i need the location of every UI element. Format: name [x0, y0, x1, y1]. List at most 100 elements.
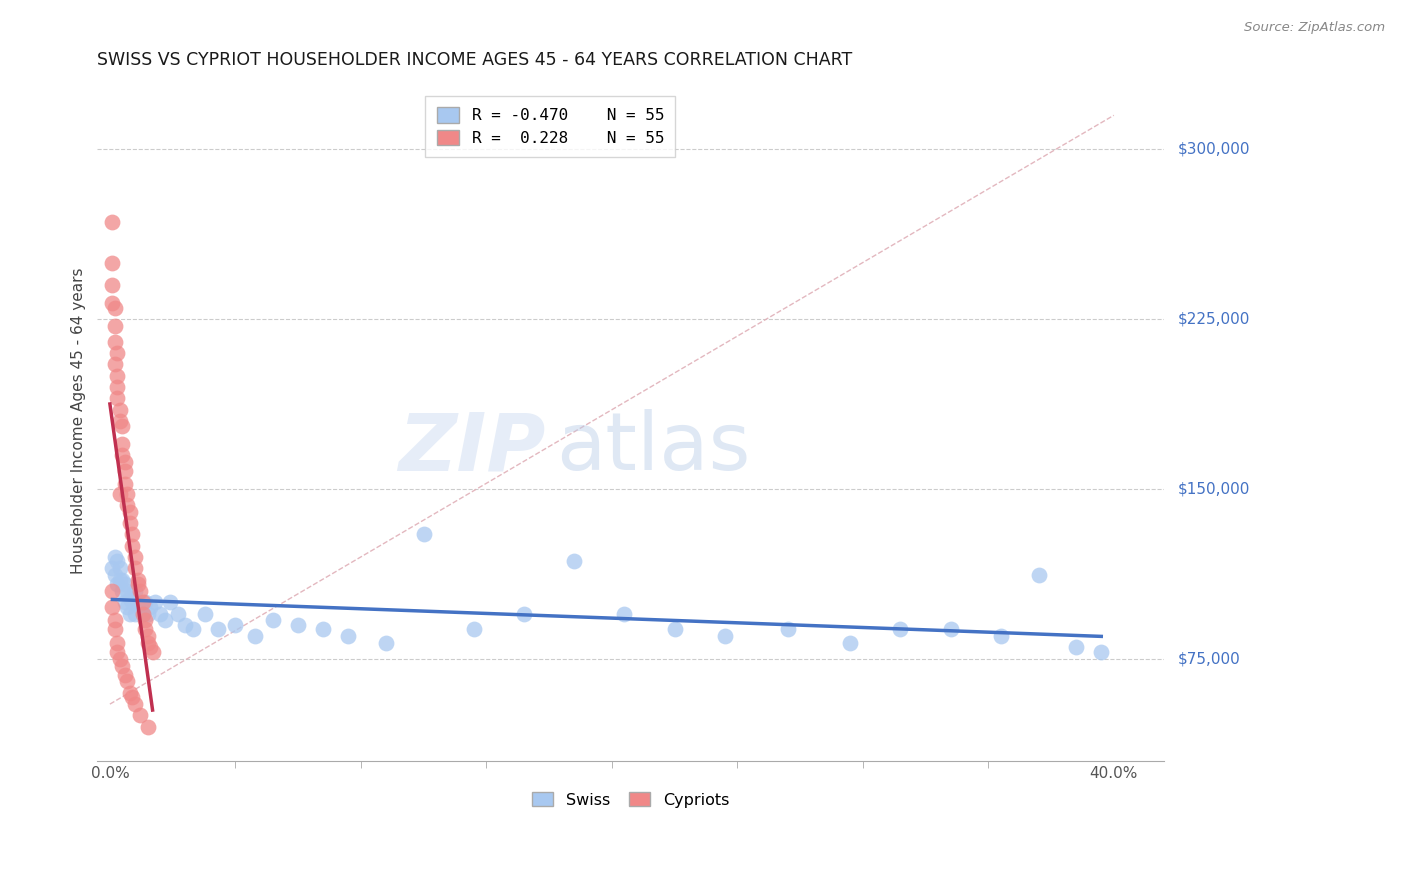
Point — [562, 554, 585, 568]
Point — [513, 607, 536, 621]
Text: $225,000: $225,000 — [1178, 311, 1250, 326]
Point — [114, 595, 136, 609]
Point — [1090, 645, 1112, 659]
Point — [107, 368, 129, 383]
Point — [114, 577, 136, 591]
Point — [107, 636, 129, 650]
Point — [1028, 568, 1050, 582]
Point — [117, 498, 139, 512]
Point — [131, 607, 153, 621]
Point — [412, 527, 434, 541]
Point — [107, 380, 129, 394]
Point — [101, 561, 124, 575]
Point — [101, 255, 124, 269]
Point — [101, 599, 124, 614]
Point — [117, 599, 139, 614]
Text: SWISS VS CYPRIOT HOUSEHOLDER INCOME AGES 45 - 64 YEARS CORRELATION CHART: SWISS VS CYPRIOT HOUSEHOLDER INCOME AGES… — [97, 51, 852, 69]
Point — [889, 623, 911, 637]
Point — [129, 708, 152, 723]
Point — [134, 595, 156, 609]
Point — [129, 583, 152, 598]
Point — [129, 599, 152, 614]
Point — [111, 448, 134, 462]
Point — [990, 629, 1012, 643]
Point — [117, 674, 139, 689]
Point — [121, 595, 143, 609]
Point — [131, 595, 153, 609]
Point — [714, 629, 737, 643]
Point — [124, 549, 146, 564]
Point — [136, 720, 159, 734]
Point — [131, 607, 153, 621]
Text: $300,000: $300,000 — [1178, 142, 1250, 157]
Point — [118, 516, 141, 530]
Point — [127, 573, 149, 587]
Point — [107, 577, 129, 591]
Point — [134, 623, 156, 637]
Point — [139, 640, 162, 655]
Point — [143, 595, 166, 609]
Point — [104, 318, 127, 333]
Text: Source: ZipAtlas.com: Source: ZipAtlas.com — [1244, 21, 1385, 34]
Point — [139, 599, 162, 614]
Point — [124, 607, 146, 621]
Point — [613, 607, 636, 621]
Point — [174, 618, 197, 632]
Point — [159, 595, 181, 609]
Point — [124, 697, 146, 711]
Text: atlas: atlas — [555, 409, 751, 487]
Point — [114, 455, 136, 469]
Point — [108, 402, 131, 417]
Text: ZIP: ZIP — [398, 409, 546, 487]
Point — [194, 607, 217, 621]
Point — [149, 607, 172, 621]
Point — [114, 464, 136, 478]
Point — [121, 690, 143, 705]
Point — [245, 629, 267, 643]
Point — [142, 645, 165, 659]
Point — [136, 629, 159, 643]
Point — [207, 623, 229, 637]
Point — [114, 477, 136, 491]
Point — [108, 561, 131, 575]
Point — [134, 613, 156, 627]
Point — [108, 486, 131, 500]
Point — [111, 418, 134, 433]
Point — [117, 486, 139, 500]
Point — [118, 607, 141, 621]
Point — [664, 623, 686, 637]
Point — [337, 629, 360, 643]
Point — [153, 613, 176, 627]
Point — [1064, 640, 1087, 655]
Point — [262, 613, 284, 627]
Point — [118, 505, 141, 519]
Point — [127, 595, 149, 609]
Point — [101, 278, 124, 293]
Point — [107, 392, 129, 406]
Point — [107, 554, 129, 568]
Point — [375, 636, 398, 650]
Point — [463, 623, 485, 637]
Point — [111, 573, 134, 587]
Point — [124, 583, 146, 598]
Point — [104, 549, 127, 564]
Point — [121, 527, 143, 541]
Point — [111, 583, 134, 598]
Point — [287, 618, 309, 632]
Point — [107, 346, 129, 360]
Point — [104, 623, 127, 637]
Point — [118, 591, 141, 605]
Point — [124, 561, 146, 575]
Point — [224, 618, 246, 632]
Point — [939, 623, 962, 637]
Point — [136, 636, 159, 650]
Point — [127, 577, 149, 591]
Point — [136, 607, 159, 621]
Text: $150,000: $150,000 — [1178, 482, 1250, 497]
Point — [111, 658, 134, 673]
Point — [104, 334, 127, 349]
Point — [101, 296, 124, 310]
Point — [776, 623, 799, 637]
Point — [104, 613, 127, 627]
Point — [114, 667, 136, 681]
